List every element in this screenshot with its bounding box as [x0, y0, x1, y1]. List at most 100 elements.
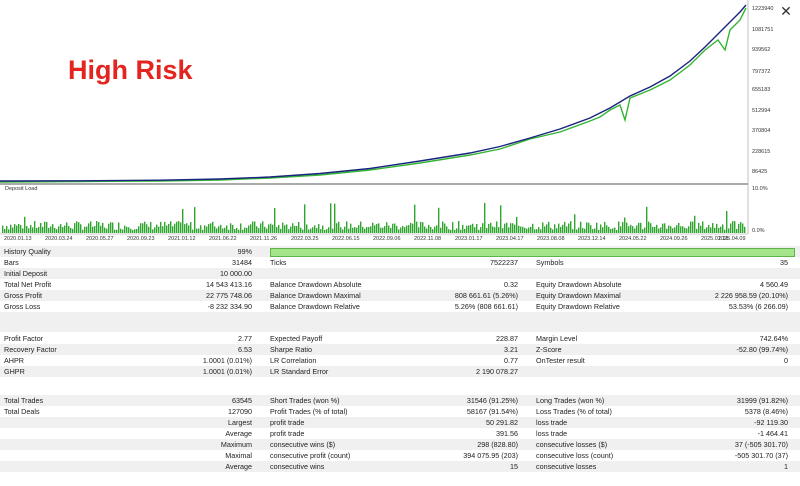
deposit-load-bar	[224, 227, 226, 233]
deposit-load-bar	[370, 226, 372, 233]
deposit-load-bar	[636, 225, 638, 233]
lr-correlation-value: 0.77	[504, 356, 518, 365]
deposit-load-bar	[462, 224, 464, 233]
deposit-load-bar	[114, 229, 116, 233]
close-icon[interactable]: ✕	[780, 4, 792, 20]
deposit-load-bar	[46, 222, 48, 233]
deposit-load-bar	[620, 226, 622, 233]
x-axis-label: 2021.11.26	[250, 236, 278, 242]
sharpe-ratio-value: 3.21	[504, 345, 518, 354]
deposit-load-bar	[714, 227, 716, 233]
deposit-load-bar	[624, 217, 626, 233]
total-trades-value: 63545	[232, 396, 252, 405]
y-axis-label: 370804	[752, 128, 771, 134]
deposit-load-bar	[542, 222, 544, 233]
deposit-load-bar	[362, 226, 364, 233]
bars-value: 31484	[232, 258, 252, 267]
x-axis-label: 2023.01.17	[455, 236, 483, 242]
deposit-load-bar	[632, 226, 634, 233]
deposit-load-bar	[136, 229, 138, 233]
deposit-load-bar	[70, 227, 72, 233]
deposit-load-bar	[384, 226, 386, 233]
deposit-load-bar	[674, 227, 676, 233]
deposit-load-bar	[422, 222, 424, 233]
deposit-load-bar	[650, 223, 652, 233]
report-spacer	[0, 472, 800, 486]
deposit-load-bar	[158, 226, 160, 233]
deposit-load-bar	[262, 221, 264, 233]
deposit-load-bar	[236, 227, 238, 233]
deposit-load-bar	[346, 221, 348, 233]
deposit-load-bar	[324, 229, 326, 233]
deposit-load-bar	[332, 228, 334, 233]
equity-dd-abs-value: 4 560.49	[760, 280, 788, 289]
deposit-load-bar	[296, 226, 298, 233]
x-axis-label: 2023.04.17	[496, 236, 524, 242]
deposit-load-bar	[212, 221, 214, 233]
deposit-load-bar	[512, 223, 514, 233]
balance-curve	[0, 4, 747, 182]
maximal-label: Maximal	[225, 451, 252, 460]
average-label: Average	[225, 429, 252, 438]
deposit-load-bar	[124, 225, 126, 233]
deposit-load-bar	[628, 226, 630, 233]
deposit-load-bar	[352, 227, 354, 233]
deposit-load-bar	[586, 222, 588, 233]
deposit-load-bar	[234, 229, 236, 233]
report-row: GHPR 1.0001 (0.01%) LR Standard Error 2 …	[0, 366, 800, 377]
deposit-load-bar	[126, 226, 128, 233]
deposit-load-bar	[556, 228, 558, 233]
expected-payoff-label: Expected Payoff	[270, 334, 323, 343]
deposit-load-bar	[182, 209, 184, 233]
deposit-load-bar	[336, 223, 338, 233]
deposit-load-bar	[208, 224, 210, 233]
deposit-load-bar	[464, 228, 466, 233]
deposit-load-bar	[592, 229, 594, 233]
largest-profit-label: profit trade	[270, 418, 305, 427]
y-axis-label: 512994	[752, 108, 771, 114]
report-row: AHPR 1.0001 (0.01%) LR Correlation 0.77 …	[0, 355, 800, 366]
deposit-load-bar	[226, 225, 228, 233]
avg-wins-value: 15	[510, 462, 518, 471]
deposit-load-bar	[438, 207, 440, 233]
deposit-load-bar	[710, 227, 712, 233]
deposit-load-bar	[404, 227, 406, 233]
deposit-load-bar	[302, 229, 304, 233]
deposit-load-bar	[34, 221, 36, 233]
deposit-load-bar	[496, 221, 498, 233]
x-axis-label: 2022.11.08	[414, 236, 442, 242]
deposit-load-bar	[642, 229, 644, 233]
deposit-load-bar	[452, 222, 454, 233]
deposit-load-bar	[258, 228, 260, 233]
deposit-load-bar	[550, 227, 552, 233]
deposit-load-bar	[616, 229, 618, 233]
deposit-load-bar	[204, 225, 206, 233]
report-row: Average profit trade 391.56 loss trade -…	[0, 428, 800, 439]
deposit-load-bar	[486, 227, 488, 233]
deposit-load-bar	[612, 228, 614, 233]
deposit-load-bar	[334, 203, 336, 233]
maximal-loss-value: -505 301.70 (37)	[734, 451, 788, 460]
deposit-load-bar	[376, 223, 378, 233]
deposit-load-bar	[122, 229, 124, 233]
deposit-load-bar	[580, 221, 582, 233]
deposit-load-bar	[540, 229, 542, 233]
deposit-load-bar	[166, 225, 168, 233]
deposit-load-bar	[460, 229, 462, 233]
deposit-load-bar	[300, 227, 302, 233]
deposit-load-bar	[656, 224, 658, 233]
deposit-load-bar	[268, 224, 270, 233]
deposit-load-bar	[546, 224, 548, 233]
deposit-load-bar	[60, 224, 62, 233]
deposit-load-bar	[666, 228, 668, 233]
deposit-load-bar	[408, 225, 410, 233]
deposit-load-bar	[394, 223, 396, 233]
deposit-load-bar	[730, 223, 732, 233]
deposit-load-bar	[64, 225, 66, 233]
equity-dd-max-value: 2 226 958.59 (20.10%)	[714, 291, 788, 300]
deposit-load-bar	[504, 223, 506, 233]
deposit-load-bar	[536, 229, 538, 233]
deposit-load-bar	[56, 229, 58, 233]
deposit-load-bar	[664, 223, 666, 233]
deposit-load-bar	[294, 225, 296, 233]
